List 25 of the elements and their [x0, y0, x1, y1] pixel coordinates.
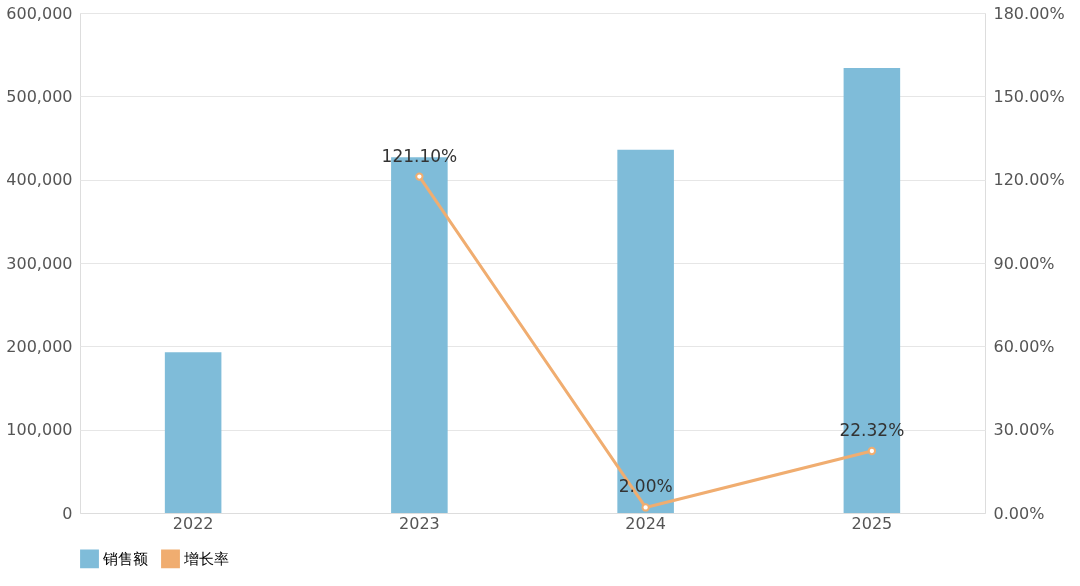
y2-tick-label: 0.00%	[993, 503, 1045, 523]
y2-tick-label: 150.00%	[993, 86, 1065, 106]
y2-tick-label: 90.00%	[993, 253, 1055, 273]
x-tick-label: 2024	[625, 513, 666, 533]
legend-label: 增长率	[183, 549, 229, 568]
x-tick-label: 2023	[399, 513, 440, 533]
bar	[164, 352, 222, 513]
y-tick-label: 0	[62, 503, 73, 523]
point	[641, 503, 650, 512]
y2-tick-label: 180.00%	[993, 3, 1065, 23]
bar	[617, 149, 674, 513]
y2-tick-label: 120.00%	[993, 170, 1065, 190]
y-tick-label: 600,000	[6, 3, 73, 23]
x-tick-label: 2025	[851, 513, 893, 533]
y2-tick-label: 30.00%	[993, 420, 1055, 440]
y-tick-label: 200,000	[6, 336, 73, 356]
y-tick-label: 400,000	[6, 170, 73, 190]
y2-tick-label: 60.00%	[993, 336, 1055, 356]
point	[867, 446, 877, 456]
y-tick-label: 100,000	[6, 420, 73, 440]
y-tick-label: 500,000	[6, 86, 73, 106]
x-tick-label: 2022	[172, 513, 214, 533]
legend-label: 销售额	[102, 549, 148, 568]
y-tick-label: 300,000	[6, 253, 73, 273]
point	[415, 172, 424, 181]
